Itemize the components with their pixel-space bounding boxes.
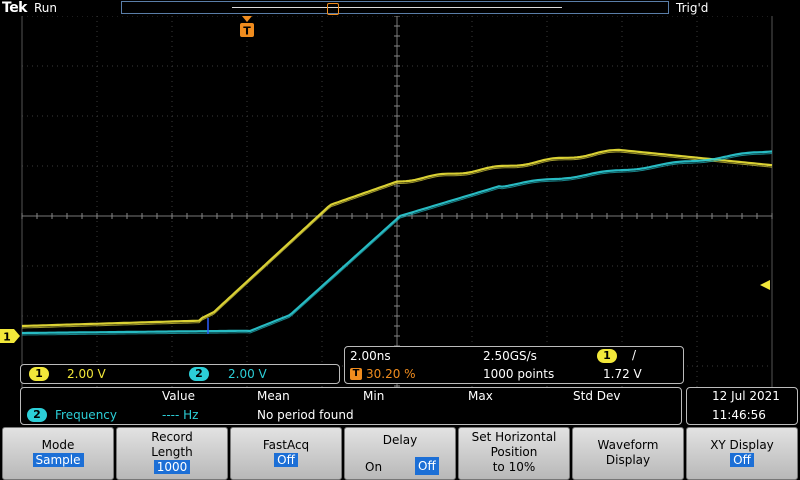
timebase-trigger-readout[interactable]: 2.00ns 2.50GS/s 1 / T 30.20 % 1000 point…	[344, 346, 684, 384]
set-horizontal-position-button[interactable]: Set Horizontal Position to 10%	[458, 427, 570, 480]
ch1-badge[interactable]: 1	[29, 367, 49, 381]
xy-display-value: Off	[730, 453, 754, 467]
trigger-position: 30.20 %	[366, 367, 416, 381]
measurement-header-std-dev: Std Dev	[573, 389, 621, 403]
record-points: 1000 points	[483, 367, 555, 381]
measurement-header-min: Min	[363, 389, 385, 403]
time: 11:46:56	[712, 408, 766, 422]
fastacq-label: FastAcq	[262, 438, 310, 452]
set-horizontal-label3: to 10%	[492, 460, 536, 474]
delay-label: Delay	[382, 433, 418, 447]
mode-label: Mode	[41, 438, 75, 452]
delay-off-option: Off	[415, 457, 439, 475]
ch2-waveform-persist	[22, 153, 773, 336]
status-bar: Tek Run Trig'd	[0, 0, 800, 16]
waveform-display[interactable]: T 1	[0, 16, 800, 396]
waveform-display-label1: Waveform	[597, 438, 659, 452]
measurement-header-value: Value	[162, 389, 195, 403]
ch1-waveform	[21, 148, 773, 328]
trigger-level-icon[interactable]	[760, 280, 770, 290]
waveform-display-button[interactable]: Waveform Display	[572, 427, 684, 480]
delay-button[interactable]: Delay On Off	[344, 427, 456, 480]
ch2-badge[interactable]: 2	[189, 367, 209, 381]
tek-logo: Tek	[2, 0, 28, 16]
trigger-slope-icon: /	[632, 348, 637, 362]
graticule-grid	[21, 16, 773, 396]
trigger-position-icon[interactable]: T	[240, 16, 254, 38]
set-horizontal-label2: Position	[490, 445, 538, 459]
trigger-source-badge: 1	[597, 349, 617, 363]
ch2-waveform	[22, 150, 773, 335]
ch1-scale: 2.00 V	[67, 367, 106, 381]
channel-scale-readout[interactable]: 1 2.00 V 2 2.00 V	[20, 364, 340, 384]
trigger-status: Trig'd	[676, 1, 709, 15]
datetime-panel[interactable]: 12 Jul 2021 11:46:56	[686, 387, 798, 425]
measurement-header-max: Max	[468, 389, 493, 403]
horizontal-scale: 2.00ns	[350, 349, 391, 363]
waveform-display-label2: Display	[605, 453, 651, 467]
ch1-ground-label: 1	[3, 331, 11, 344]
mode-value: Sample	[32, 453, 84, 467]
measurement-panel[interactable]: Value Mean Min Max Std Dev 2 Frequency -…	[20, 387, 682, 425]
xy-display-label: XY Display	[710, 438, 774, 452]
sample-rate: 2.50GS/s	[483, 349, 537, 363]
xy-display-button[interactable]: XY Display Off	[686, 427, 798, 480]
ch2-scale: 2.00 V	[228, 367, 267, 381]
bottom-menu: Mode Sample Record Length 1000 FastAcq O…	[0, 427, 800, 480]
record-view-line	[232, 7, 562, 8]
measurement-name: Frequency	[55, 408, 117, 422]
trigger-marker-label: T	[243, 25, 251, 38]
set-horizontal-label1: Set Horizontal	[471, 430, 557, 444]
record-length-value: 1000	[153, 460, 191, 474]
trigger-position-small-icon: T	[350, 368, 362, 380]
measurement-value: ---- Hz	[162, 408, 199, 422]
measurement-channel-badge: 2	[27, 408, 47, 422]
delay-on-option: On	[365, 460, 383, 474]
record-length-label2: Length	[151, 445, 193, 459]
trigger-level: 1.72 V	[603, 367, 642, 381]
mode-button[interactable]: Mode Sample	[2, 427, 114, 480]
ch1-ground-marker[interactable]: 1	[0, 329, 20, 344]
fastacq-button[interactable]: FastAcq Off	[230, 427, 342, 480]
ch1-waveform-persist	[21, 151, 773, 329]
measurement-mean: No period found	[257, 408, 354, 422]
measurement-header-mean: Mean	[257, 389, 290, 403]
record-overview-bar[interactable]	[121, 1, 669, 15]
record-trigger-icon	[327, 3, 339, 15]
date: 12 Jul 2021	[712, 389, 780, 403]
record-length-label1: Record	[151, 430, 193, 444]
run-status: Run	[34, 1, 58, 15]
fastacq-value: Off	[274, 453, 298, 467]
record-length-button[interactable]: Record Length 1000	[116, 427, 228, 480]
